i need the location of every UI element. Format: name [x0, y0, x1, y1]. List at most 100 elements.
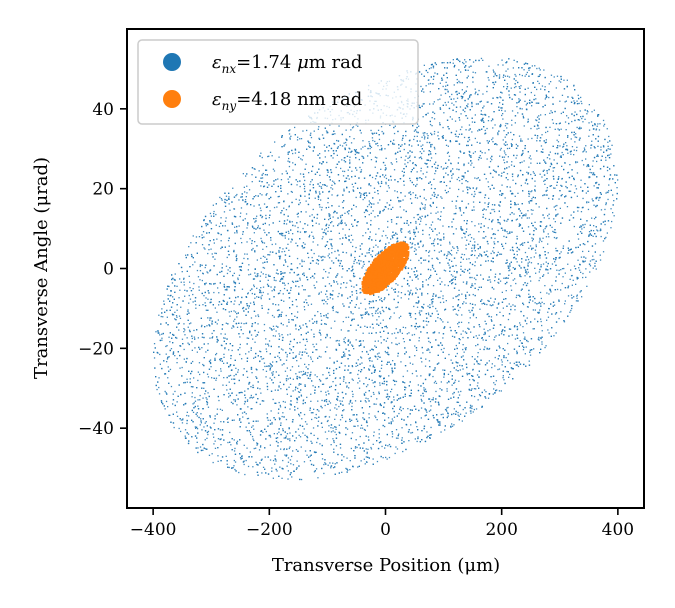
scatter-point — [584, 118, 586, 120]
scatter-point — [379, 185, 382, 188]
scatter-point — [464, 110, 466, 113]
scatter-point — [294, 315, 296, 317]
scatter-point — [554, 205, 557, 207]
scatter-point — [560, 155, 562, 157]
scatter-point — [435, 161, 437, 163]
scatter-point — [494, 273, 497, 275]
scatter-point — [518, 86, 520, 88]
scatter-point — [457, 195, 459, 198]
scatter-point — [301, 159, 303, 161]
scatter-point — [326, 303, 328, 305]
scatter-point — [472, 285, 474, 287]
scatter-point — [425, 279, 427, 281]
scatter-point — [286, 354, 288, 356]
scatter-point — [456, 78, 458, 81]
scatter-point — [291, 300, 294, 303]
scatter-point — [434, 193, 436, 196]
scatter-point — [212, 336, 214, 338]
scatter-point — [228, 203, 230, 205]
scatter-point — [226, 256, 228, 259]
scatter-point — [180, 281, 182, 283]
scatter-point — [340, 167, 342, 170]
scatter-point — [295, 324, 297, 326]
scatter-point — [558, 176, 560, 178]
scatter-point — [360, 356, 362, 358]
scatter-point — [375, 239, 377, 241]
scatter-point — [482, 213, 485, 216]
scatter-point — [545, 236, 548, 238]
scatter-point — [255, 461, 257, 463]
scatter-point — [261, 305, 263, 307]
scatter-point — [215, 370, 217, 372]
scatter-point — [291, 191, 293, 193]
scatter-point — [245, 353, 247, 355]
scatter-point — [352, 275, 355, 277]
scatter-point — [435, 212, 437, 214]
scatter-point — [286, 375, 288, 377]
scatter-point — [221, 199, 223, 201]
scatter-point — [360, 424, 363, 426]
scatter-point — [183, 328, 185, 330]
scatter-point — [299, 279, 301, 281]
scatter-point — [366, 420, 368, 422]
scatter-point — [288, 232, 290, 234]
scatter-point — [331, 133, 333, 136]
scatter-point — [269, 327, 271, 329]
scatter-point — [279, 335, 281, 337]
scatter-point — [511, 119, 513, 121]
scatter-point — [399, 329, 401, 331]
scatter-point — [365, 391, 367, 394]
scatter-point — [317, 420, 320, 422]
scatter-point — [429, 151, 432, 153]
scatter-point — [224, 225, 226, 227]
scatter-point — [491, 220, 493, 222]
scatter-point — [435, 382, 438, 384]
scatter-point — [499, 223, 501, 225]
scatter-point — [187, 342, 189, 344]
scatter-point — [432, 78, 435, 80]
scatter-point — [405, 135, 407, 137]
scatter-point — [211, 377, 213, 379]
scatter-point — [463, 351, 465, 353]
scatter-point — [522, 349, 525, 351]
scatter-point — [332, 430, 334, 432]
scatter-point — [284, 454, 286, 456]
scatter-point — [509, 373, 511, 375]
scatter-point — [351, 402, 353, 404]
scatter-point — [364, 429, 366, 431]
scatter-point — [251, 408, 253, 410]
scatter-point — [458, 415, 460, 417]
scatter-point — [371, 379, 373, 381]
scatter-point — [326, 174, 328, 176]
scatter-point — [369, 247, 371, 250]
scatter-point — [290, 190, 292, 193]
scatter-point — [387, 347, 390, 350]
scatter-point — [430, 157, 433, 159]
scatter-point — [291, 280, 294, 282]
scatter-point — [341, 276, 343, 278]
scatter-point — [425, 176, 427, 178]
scatter-point — [259, 207, 262, 209]
scatter-point — [455, 313, 457, 315]
scatter-point — [369, 365, 371, 367]
scatter-point — [418, 125, 420, 127]
scatter-point — [586, 285, 588, 287]
scatter-point — [458, 176, 460, 179]
scatter-point — [504, 125, 507, 127]
scatter-point — [259, 388, 261, 390]
scatter-point — [444, 284, 446, 286]
scatter-point — [361, 362, 363, 364]
scatter-point — [278, 357, 281, 359]
scatter-point — [363, 263, 365, 265]
scatter-point — [417, 278, 419, 280]
scatter-point — [556, 147, 558, 149]
scatter-point — [387, 351, 389, 353]
scatter-point — [585, 158, 587, 160]
scatter-point — [275, 272, 278, 274]
scatter-point — [204, 248, 206, 250]
scatter-point — [493, 288, 495, 290]
scatter-point — [287, 478, 289, 480]
scatter-point — [439, 301, 442, 304]
scatter-point — [188, 323, 191, 325]
